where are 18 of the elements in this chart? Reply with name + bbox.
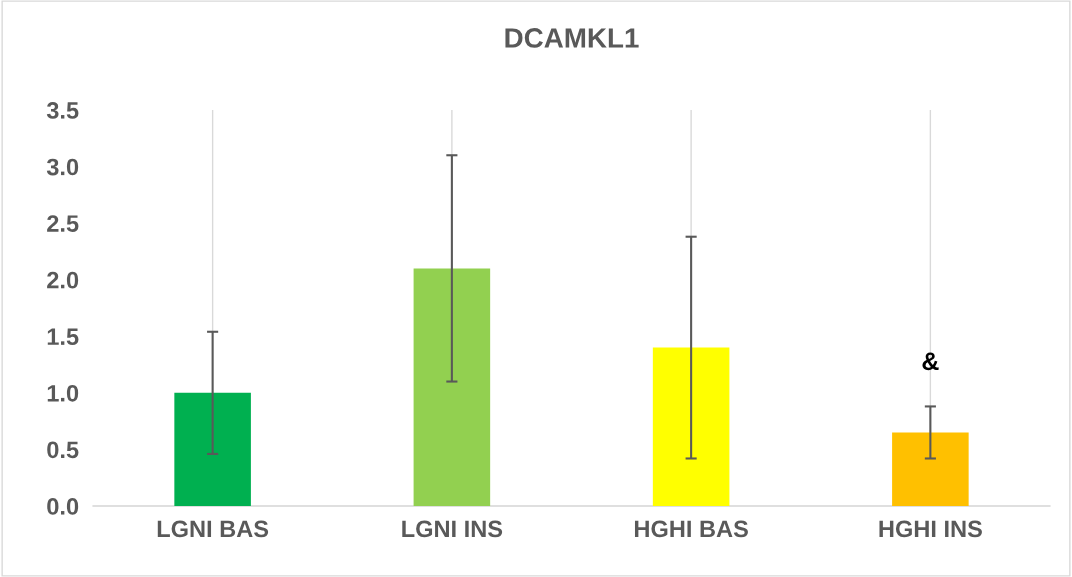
y-tick-label: 1.5 [47,328,79,346]
x-tick-label: HGHI INS [879,520,982,538]
y-tick-label: 2.0 [47,271,79,289]
chart-title: DCAMKL1 [505,28,639,48]
annotation: & [922,352,939,371]
bar [892,432,969,506]
bar [413,268,491,506]
x-tick-label: LGNI BAS [157,520,269,538]
y-tick-label: 3.5 [46,102,79,119]
y-tick-label: 1.0 [47,384,79,402]
y-tick-label: 0.5 [47,441,79,459]
x-tick-label: LGNI INS [402,520,503,538]
y-tick-label: 0.0 [47,498,79,515]
y-tick-label: 2.5 [47,215,79,232]
bar [174,392,251,506]
x-tick-label: HGHI BAS [634,520,748,538]
y-tick-label: 3.0 [46,158,79,176]
bar [652,347,730,506]
